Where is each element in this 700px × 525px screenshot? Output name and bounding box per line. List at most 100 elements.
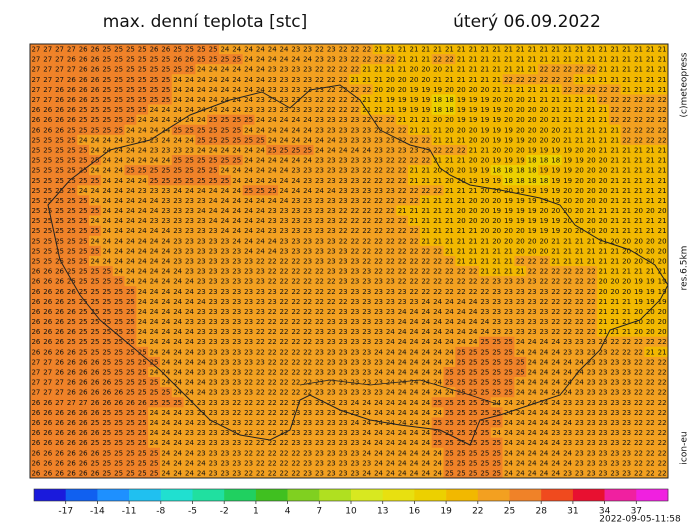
cell-value: 22 — [303, 318, 312, 326]
cell — [219, 407, 232, 418]
cell-value: 24 — [539, 379, 548, 387]
cell-value: 24 — [185, 379, 194, 387]
cell-value: 20 — [575, 227, 584, 235]
cell — [608, 336, 622, 348]
cell-value: 21 — [622, 187, 631, 195]
cell — [242, 205, 255, 216]
cell-value: 25 — [504, 379, 513, 387]
cell-value: 22 — [327, 66, 336, 74]
cell-value: 20 — [433, 66, 442, 74]
cell — [561, 447, 574, 459]
cell — [384, 366, 397, 378]
cell-value: 25 — [114, 379, 123, 387]
cell-value: 21 — [634, 76, 643, 84]
cell — [53, 336, 66, 348]
cell-value: 22 — [280, 308, 289, 316]
cell — [148, 94, 161, 105]
cell — [219, 326, 232, 337]
cell-value: 24 — [516, 379, 525, 387]
cell-value: 23 — [528, 328, 537, 336]
cell-value: 25 — [457, 469, 466, 477]
cell-value: 21 — [410, 126, 419, 134]
cell — [538, 114, 551, 126]
cell-value: 22 — [658, 106, 667, 114]
cell — [597, 377, 610, 388]
cell-value: 19 — [480, 126, 489, 134]
cell — [77, 84, 90, 95]
cell-value: 23 — [315, 258, 324, 266]
cell — [289, 165, 303, 176]
cell-value: 26 — [55, 369, 64, 377]
cell-value: 23 — [339, 278, 348, 286]
cell — [242, 266, 255, 277]
cell-value: 22 — [291, 258, 300, 266]
cell-value: 22 — [610, 86, 619, 94]
cell-value: 22 — [374, 237, 383, 245]
cell — [254, 336, 267, 348]
cell — [77, 276, 90, 287]
cell-value: 22 — [634, 439, 643, 447]
cell-value: 21 — [610, 308, 619, 316]
cell-value: 24 — [150, 328, 159, 336]
cell-value: 25 — [197, 167, 206, 175]
cell — [337, 397, 350, 408]
cell-value: 20 — [528, 116, 537, 124]
cell-value: 22 — [646, 469, 655, 477]
cell — [526, 134, 539, 146]
cell — [549, 134, 562, 146]
cell — [278, 185, 291, 196]
cell — [100, 336, 114, 348]
cell-value: 21 — [551, 106, 560, 114]
cell — [337, 306, 350, 317]
cell — [89, 235, 102, 247]
cell — [656, 155, 669, 166]
cell — [644, 336, 657, 348]
cell-value: 21 — [646, 86, 655, 94]
cell-value: 22 — [268, 258, 277, 266]
cell — [549, 195, 562, 206]
cell-value: 22 — [256, 389, 265, 397]
cell-value: 25 — [445, 409, 454, 417]
cell — [337, 336, 350, 348]
cell-value: 25 — [102, 459, 111, 467]
cell — [620, 407, 633, 418]
cell-value: 25 — [126, 419, 135, 427]
cell — [53, 195, 66, 206]
cell — [242, 417, 255, 428]
cell — [597, 84, 610, 95]
cell-value: 22 — [374, 217, 383, 225]
cell-value: 23 — [315, 167, 324, 175]
cell — [455, 316, 468, 327]
cell-value: 21 — [622, 207, 631, 215]
cell — [183, 245, 196, 257]
cell-value: 23 — [350, 358, 359, 366]
cell-value: 24 — [91, 217, 100, 225]
cell — [148, 306, 161, 317]
cell — [538, 155, 551, 166]
cell-value: 23 — [209, 278, 218, 286]
cell-value: 25 — [79, 106, 88, 114]
cell — [195, 296, 208, 307]
cell — [455, 54, 468, 65]
cell — [443, 356, 456, 368]
cell — [443, 447, 456, 459]
cell — [561, 437, 574, 449]
cell-value: 21 — [575, 136, 584, 144]
cell-value: 24 — [197, 146, 206, 154]
cell — [77, 437, 90, 449]
cell — [360, 296, 373, 307]
cell-value: 25 — [209, 177, 218, 185]
cell — [585, 205, 598, 216]
cell — [207, 205, 220, 216]
cell-value: 23 — [303, 66, 312, 74]
cell-value: 23 — [362, 318, 371, 326]
cell — [419, 74, 433, 85]
cell-value: 24 — [398, 419, 407, 427]
cell-value: 22 — [658, 338, 667, 346]
cell-value: 22 — [575, 298, 584, 306]
cell-value: 25 — [79, 278, 88, 286]
cell-value: 27 — [55, 46, 64, 54]
cell — [644, 215, 657, 226]
cell-value: 22 — [244, 449, 253, 457]
cell — [526, 255, 539, 267]
